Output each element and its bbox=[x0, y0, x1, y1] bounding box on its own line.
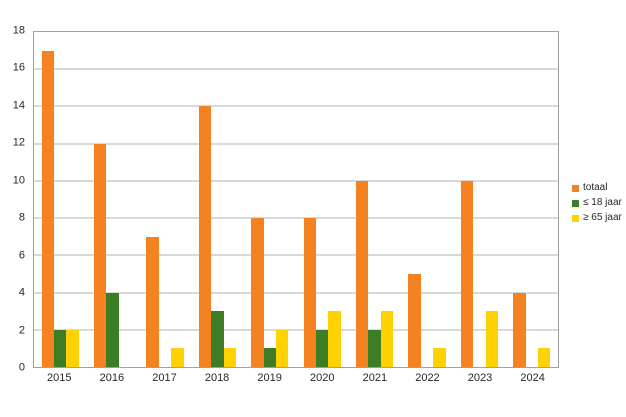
y-tick-label-12: 12 bbox=[12, 136, 25, 149]
gridline-2 bbox=[34, 329, 558, 331]
x-axis-labels: 2015 2016 2017 2018 2019 2020 2021 2022 2023 2024 bbox=[33, 372, 559, 384]
gridline-6 bbox=[34, 254, 558, 256]
bar-totaal-2020 bbox=[303, 218, 317, 367]
bar-totaal-2015 bbox=[41, 50, 54, 367]
legend-item-totaal: totaal bbox=[572, 183, 622, 193]
x-tick-label-2023: 2023 bbox=[467, 372, 493, 384]
bar-ge-65-jaar-2015 bbox=[66, 329, 79, 367]
gridline-8 bbox=[34, 217, 558, 219]
x-tick-label-2022: 2022 bbox=[415, 372, 440, 384]
gridline-12 bbox=[34, 143, 558, 145]
y-tick-label-14: 14 bbox=[12, 99, 25, 112]
bar-le-18-jaar-2019 bbox=[263, 348, 277, 367]
legend-item-ge-65-jaar: ≥ 65 jaar bbox=[572, 213, 622, 223]
gridlines bbox=[34, 32, 558, 367]
x-tick-label-2019: 2019 bbox=[257, 372, 282, 384]
legend-label-totaal: totaal bbox=[583, 182, 608, 193]
bar-le-18-jaar-2018 bbox=[211, 311, 224, 367]
gridline-10 bbox=[34, 180, 558, 182]
y-tick-label-6: 6 bbox=[18, 249, 25, 262]
legend-swatch-icon-ge-65-jaar bbox=[572, 214, 579, 222]
y-tick-label-18: 18 bbox=[12, 24, 25, 37]
x-tick-label-2016: 2016 bbox=[99, 372, 125, 384]
legend-swatch-icon-le-18-jaar bbox=[572, 199, 579, 207]
legend-label-ge-65-jaar: ≥ 65 jaar bbox=[583, 212, 622, 223]
bar-totaal-2019 bbox=[251, 218, 264, 367]
y-tick-label-0: 0 bbox=[18, 361, 25, 374]
bar-group-2020 bbox=[296, 32, 348, 367]
legend-label-le-18-jaar: ≤ 18 jaar bbox=[583, 197, 622, 208]
bar-group-2019 bbox=[244, 32, 296, 367]
gridline-16 bbox=[34, 68, 558, 70]
bar-totaal-2021 bbox=[356, 180, 369, 367]
legend-swatch-icon-totaal bbox=[572, 184, 579, 192]
y-tick-label-16: 16 bbox=[12, 61, 25, 74]
x-tick-label-2021: 2021 bbox=[362, 372, 388, 384]
bar-group-2022 bbox=[401, 32, 453, 367]
gridline-4 bbox=[34, 292, 558, 294]
x-tick-label-2020: 2020 bbox=[310, 372, 335, 384]
bar-totaal-2018 bbox=[198, 106, 212, 367]
bar-group-2017 bbox=[139, 32, 191, 367]
legend-item-le-18-jaar: ≤ 18 jaar bbox=[572, 198, 622, 208]
bar-ge-65-jaar-2021 bbox=[380, 311, 394, 367]
plot-area bbox=[33, 31, 559, 368]
bar-group-2018 bbox=[191, 32, 243, 367]
bar-le-18-jaar-2015 bbox=[54, 329, 67, 367]
bar-group-2023 bbox=[453, 32, 505, 367]
bar-groups bbox=[34, 32, 558, 367]
legend: totaal ≤ 18 jaar ≥ 65 jaar bbox=[572, 183, 622, 228]
bar-ge-65-jaar-2018 bbox=[223, 348, 236, 367]
bar-totaal-2016 bbox=[94, 143, 107, 367]
bar-ge-65-jaar-2024 bbox=[538, 348, 551, 367]
y-tick-label-10: 10 bbox=[12, 174, 25, 187]
bar-ge-65-jaar-2022 bbox=[433, 348, 446, 367]
y-tick-label-8: 8 bbox=[18, 211, 25, 224]
bar-totaal-2022 bbox=[408, 273, 421, 367]
y-tick-label-2: 2 bbox=[18, 324, 25, 337]
bar-ge-65-jaar-2020 bbox=[328, 311, 341, 367]
bar-group-2024 bbox=[506, 32, 558, 367]
bar-totaal-2023 bbox=[460, 180, 474, 367]
x-tick-label-2018: 2018 bbox=[204, 372, 230, 384]
bar-totaal-2017 bbox=[146, 236, 159, 367]
bar-le-18-jaar-2020 bbox=[316, 329, 329, 367]
x-tick-label-2017: 2017 bbox=[152, 372, 177, 384]
gridline-14 bbox=[34, 105, 558, 107]
bar-ge-65-jaar-2023 bbox=[485, 311, 499, 367]
bar-group-2015 bbox=[34, 32, 86, 367]
bar-ge-65-jaar-2017 bbox=[171, 348, 184, 367]
x-tick-label-2024: 2024 bbox=[520, 372, 545, 384]
bar-group-2016 bbox=[86, 32, 138, 367]
y-axis-labels: 0 2 4 6 8 10 12 14 16 18 bbox=[0, 25, 28, 373]
bar-le-18-jaar-2021 bbox=[368, 329, 381, 367]
bar-le-18-jaar-2016 bbox=[106, 292, 119, 367]
x-tick-label-2015: 2015 bbox=[47, 372, 72, 384]
bar-totaal-2024 bbox=[513, 292, 526, 367]
bar-group-2021 bbox=[348, 32, 400, 367]
y-tick-label-4: 4 bbox=[18, 286, 25, 299]
bar-ge-65-jaar-2019 bbox=[276, 329, 289, 367]
